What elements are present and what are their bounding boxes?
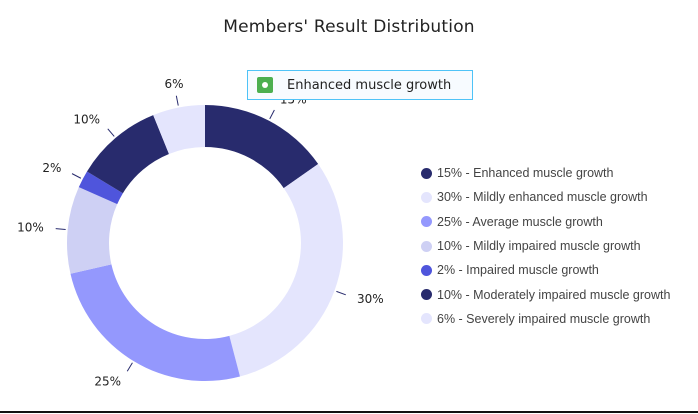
data-label: 2% (42, 161, 61, 175)
bottom-border (0, 411, 698, 413)
donut-slices (67, 105, 343, 381)
donut-slice[interactable] (205, 105, 319, 189)
legend-marker-icon (421, 289, 432, 301)
legend-marker-icon (421, 313, 432, 325)
data-label: 30% (357, 292, 384, 306)
legend-item[interactable]: 6% - Severely impaired muscle growth (421, 307, 670, 331)
donut-slice[interactable] (67, 187, 118, 274)
donut-slice[interactable] (78, 171, 123, 205)
donut-slice[interactable] (86, 115, 169, 194)
legend-item[interactable]: 10% - Mildly impaired muscle growth (421, 234, 670, 258)
donut-slice[interactable] (70, 264, 241, 381)
legend-item[interactable]: 2% - Impaired muscle growth (421, 258, 670, 282)
legend-marker-icon (421, 264, 432, 276)
legend-item[interactable]: 15% - Enhanced muscle growth (421, 161, 670, 185)
legend-marker-icon (421, 191, 432, 203)
donut-slice[interactable] (229, 164, 343, 377)
legend-item[interactable]: 10% - Moderately impaired muscle growth (421, 282, 670, 306)
legend-marker-icon (421, 167, 432, 179)
legend-marker-icon (421, 240, 432, 252)
legend-item[interactable]: 25% - Average muscle growth (421, 210, 670, 234)
legend: 15% - Enhanced muscle growth 30% - Mildl… (421, 161, 670, 331)
donut-slice[interactable] (153, 105, 205, 155)
legend-marker-icon (421, 216, 432, 228)
tooltip-swatch-icon (257, 77, 273, 93)
data-label: 6% (165, 77, 184, 91)
tooltip-label: Enhanced muscle growth (287, 77, 452, 93)
data-label: 10% (73, 113, 100, 127)
hover-tooltip: Enhanced muscle growth (247, 70, 473, 100)
chart-title: Members' Result Distribution (223, 17, 475, 37)
data-label: 10% (17, 220, 44, 234)
legend-item[interactable]: 30% - Mildly enhanced muscle growth (421, 185, 670, 209)
data-label: 25% (94, 375, 121, 389)
